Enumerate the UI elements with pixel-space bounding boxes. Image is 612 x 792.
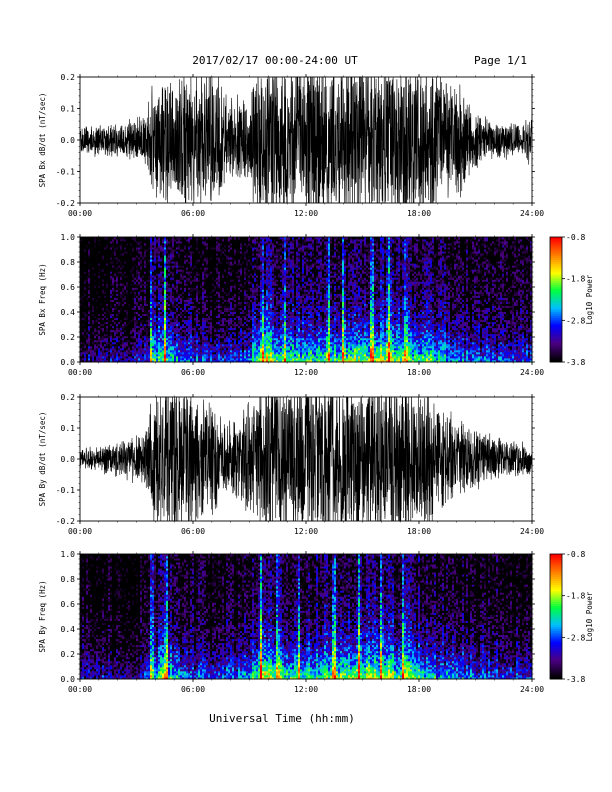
y-tick-label: 0.1 <box>61 105 76 114</box>
x-axis-label: Universal Time (hh:mm) <box>209 712 355 725</box>
x-tick-label: 18:00 <box>407 209 431 218</box>
panels: -0.2 -0.1 0.0 0.1 0.2 00:00 06:00 12:00 18:00 24:… <box>38 50 594 694</box>
page-indicator: Page 1/1 <box>474 54 527 67</box>
y-tick-label: -0.1 <box>56 168 75 177</box>
y-tick-label: -0.2 <box>56 199 75 208</box>
y-tick-label: 0.0 <box>61 136 76 145</box>
magnetometer-figure: 2017/02/17 00:00-24:00 UT Page 1/1 Unive… <box>0 0 612 792</box>
y-tick-label: 0.2 <box>61 73 76 82</box>
panel-1: -0.2 -0.1 0.0 0.1 0.2 00:00 06:00 12:00 18:00 24:… <box>38 50 544 230</box>
x-tick-label: 12:00 <box>294 209 318 218</box>
figure-date-range: 2017/02/17 00:00-24:00 UT <box>192 54 358 67</box>
spectrogram-cells <box>80 237 532 362</box>
x-tick-label: 24:00 <box>520 209 544 218</box>
x-tick-label: 06:00 <box>181 209 205 218</box>
y-axis-label: SPA Bx dB/dt (nT/sec) <box>38 93 47 188</box>
x-tick-label: 00:00 <box>68 209 92 218</box>
